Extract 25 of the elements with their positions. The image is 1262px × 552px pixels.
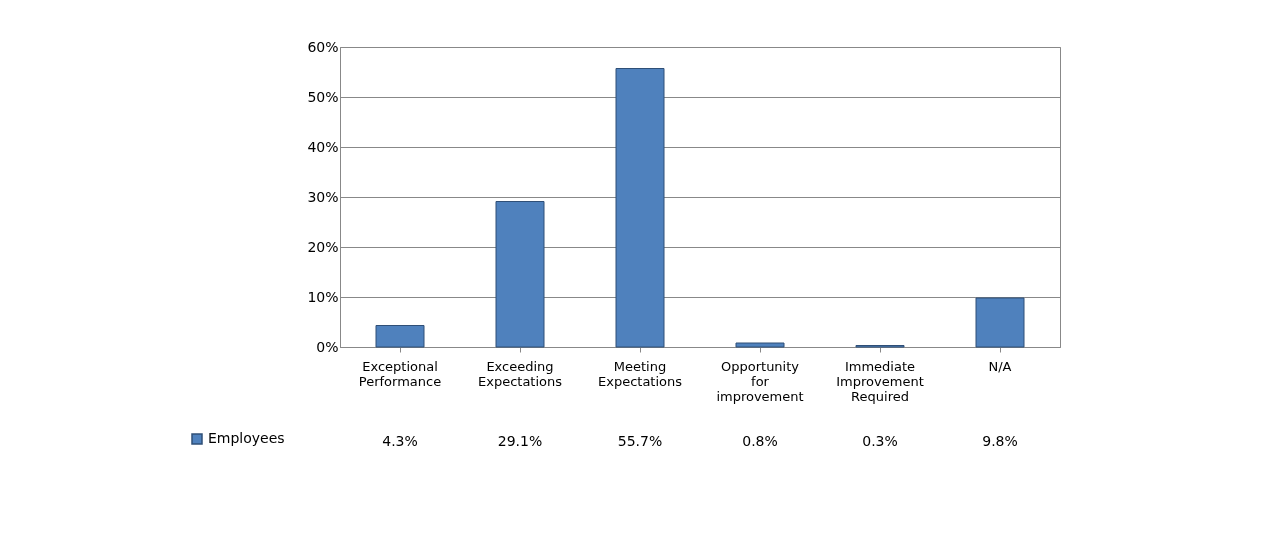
x-tick-label: Exceeding Expectations bbox=[477, 358, 563, 389]
y-tick-label: 0% bbox=[316, 338, 339, 355]
text: 55.7% bbox=[617, 433, 663, 449]
text: 29.1% bbox=[497, 433, 543, 449]
x-tick-label: N/A bbox=[988, 358, 1012, 374]
y-tick-label: 30% bbox=[307, 188, 339, 205]
x-tick-label: Immediate Improvement Required bbox=[836, 358, 924, 404]
x-tick-label: Meeting Expectations bbox=[597, 358, 683, 389]
legend-label: Employees bbox=[208, 430, 285, 446]
text: 0.8% bbox=[742, 433, 778, 449]
x-tick-label: Opportunity for improvement bbox=[716, 358, 804, 404]
text: 4.3% bbox=[382, 433, 418, 449]
y-tick-label: 40% bbox=[307, 138, 339, 155]
text: 9.8% bbox=[982, 433, 1018, 449]
y-tick-label: 10% bbox=[307, 288, 339, 305]
bar bbox=[735, 342, 785, 348]
bar bbox=[375, 325, 425, 348]
y-tick-label: 20% bbox=[307, 238, 339, 255]
y-tick-label: 60% bbox=[307, 38, 339, 55]
y-tick-label: 50% bbox=[307, 88, 339, 105]
x-tick-label: Exceptional Performance bbox=[358, 358, 442, 389]
text: 0.3% bbox=[862, 433, 898, 449]
bar bbox=[495, 201, 545, 348]
bar bbox=[615, 68, 665, 348]
bar bbox=[975, 297, 1025, 348]
